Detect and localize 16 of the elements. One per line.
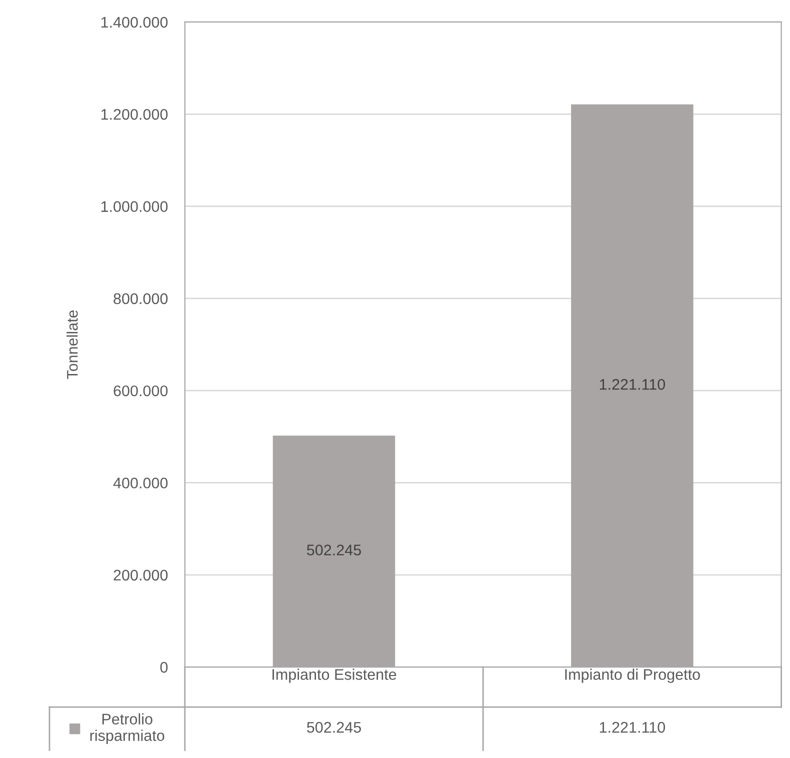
y-tick-label: 200.000 [114, 570, 168, 581]
data-label: 1.221.110 [600, 722, 666, 733]
x-tick-label: Impianto di Progetto [565, 668, 700, 683]
y-tick-label: 1.400.000 [101, 16, 168, 28]
y-tick-label: 0 [160, 662, 168, 673]
y-tick-label: 1.200.000 [101, 109, 168, 120]
y-tick-label: 600.000 [114, 385, 168, 396]
data-label: 502.245 [306, 722, 361, 733]
text: 502.245 [306, 544, 361, 556]
y-tick-label: 400.000 [113, 478, 168, 488]
y-tick-label: 1.000.000 [101, 201, 168, 212]
y-axis-title: Tonnellate [66, 310, 78, 379]
text: 1.221.110 [600, 379, 666, 390]
y-tick-label: 800.000 [114, 293, 168, 304]
legend-label: Petrolio risparmiato [90, 713, 164, 744]
x-tick-label: Impianto Esistente [272, 668, 396, 683]
